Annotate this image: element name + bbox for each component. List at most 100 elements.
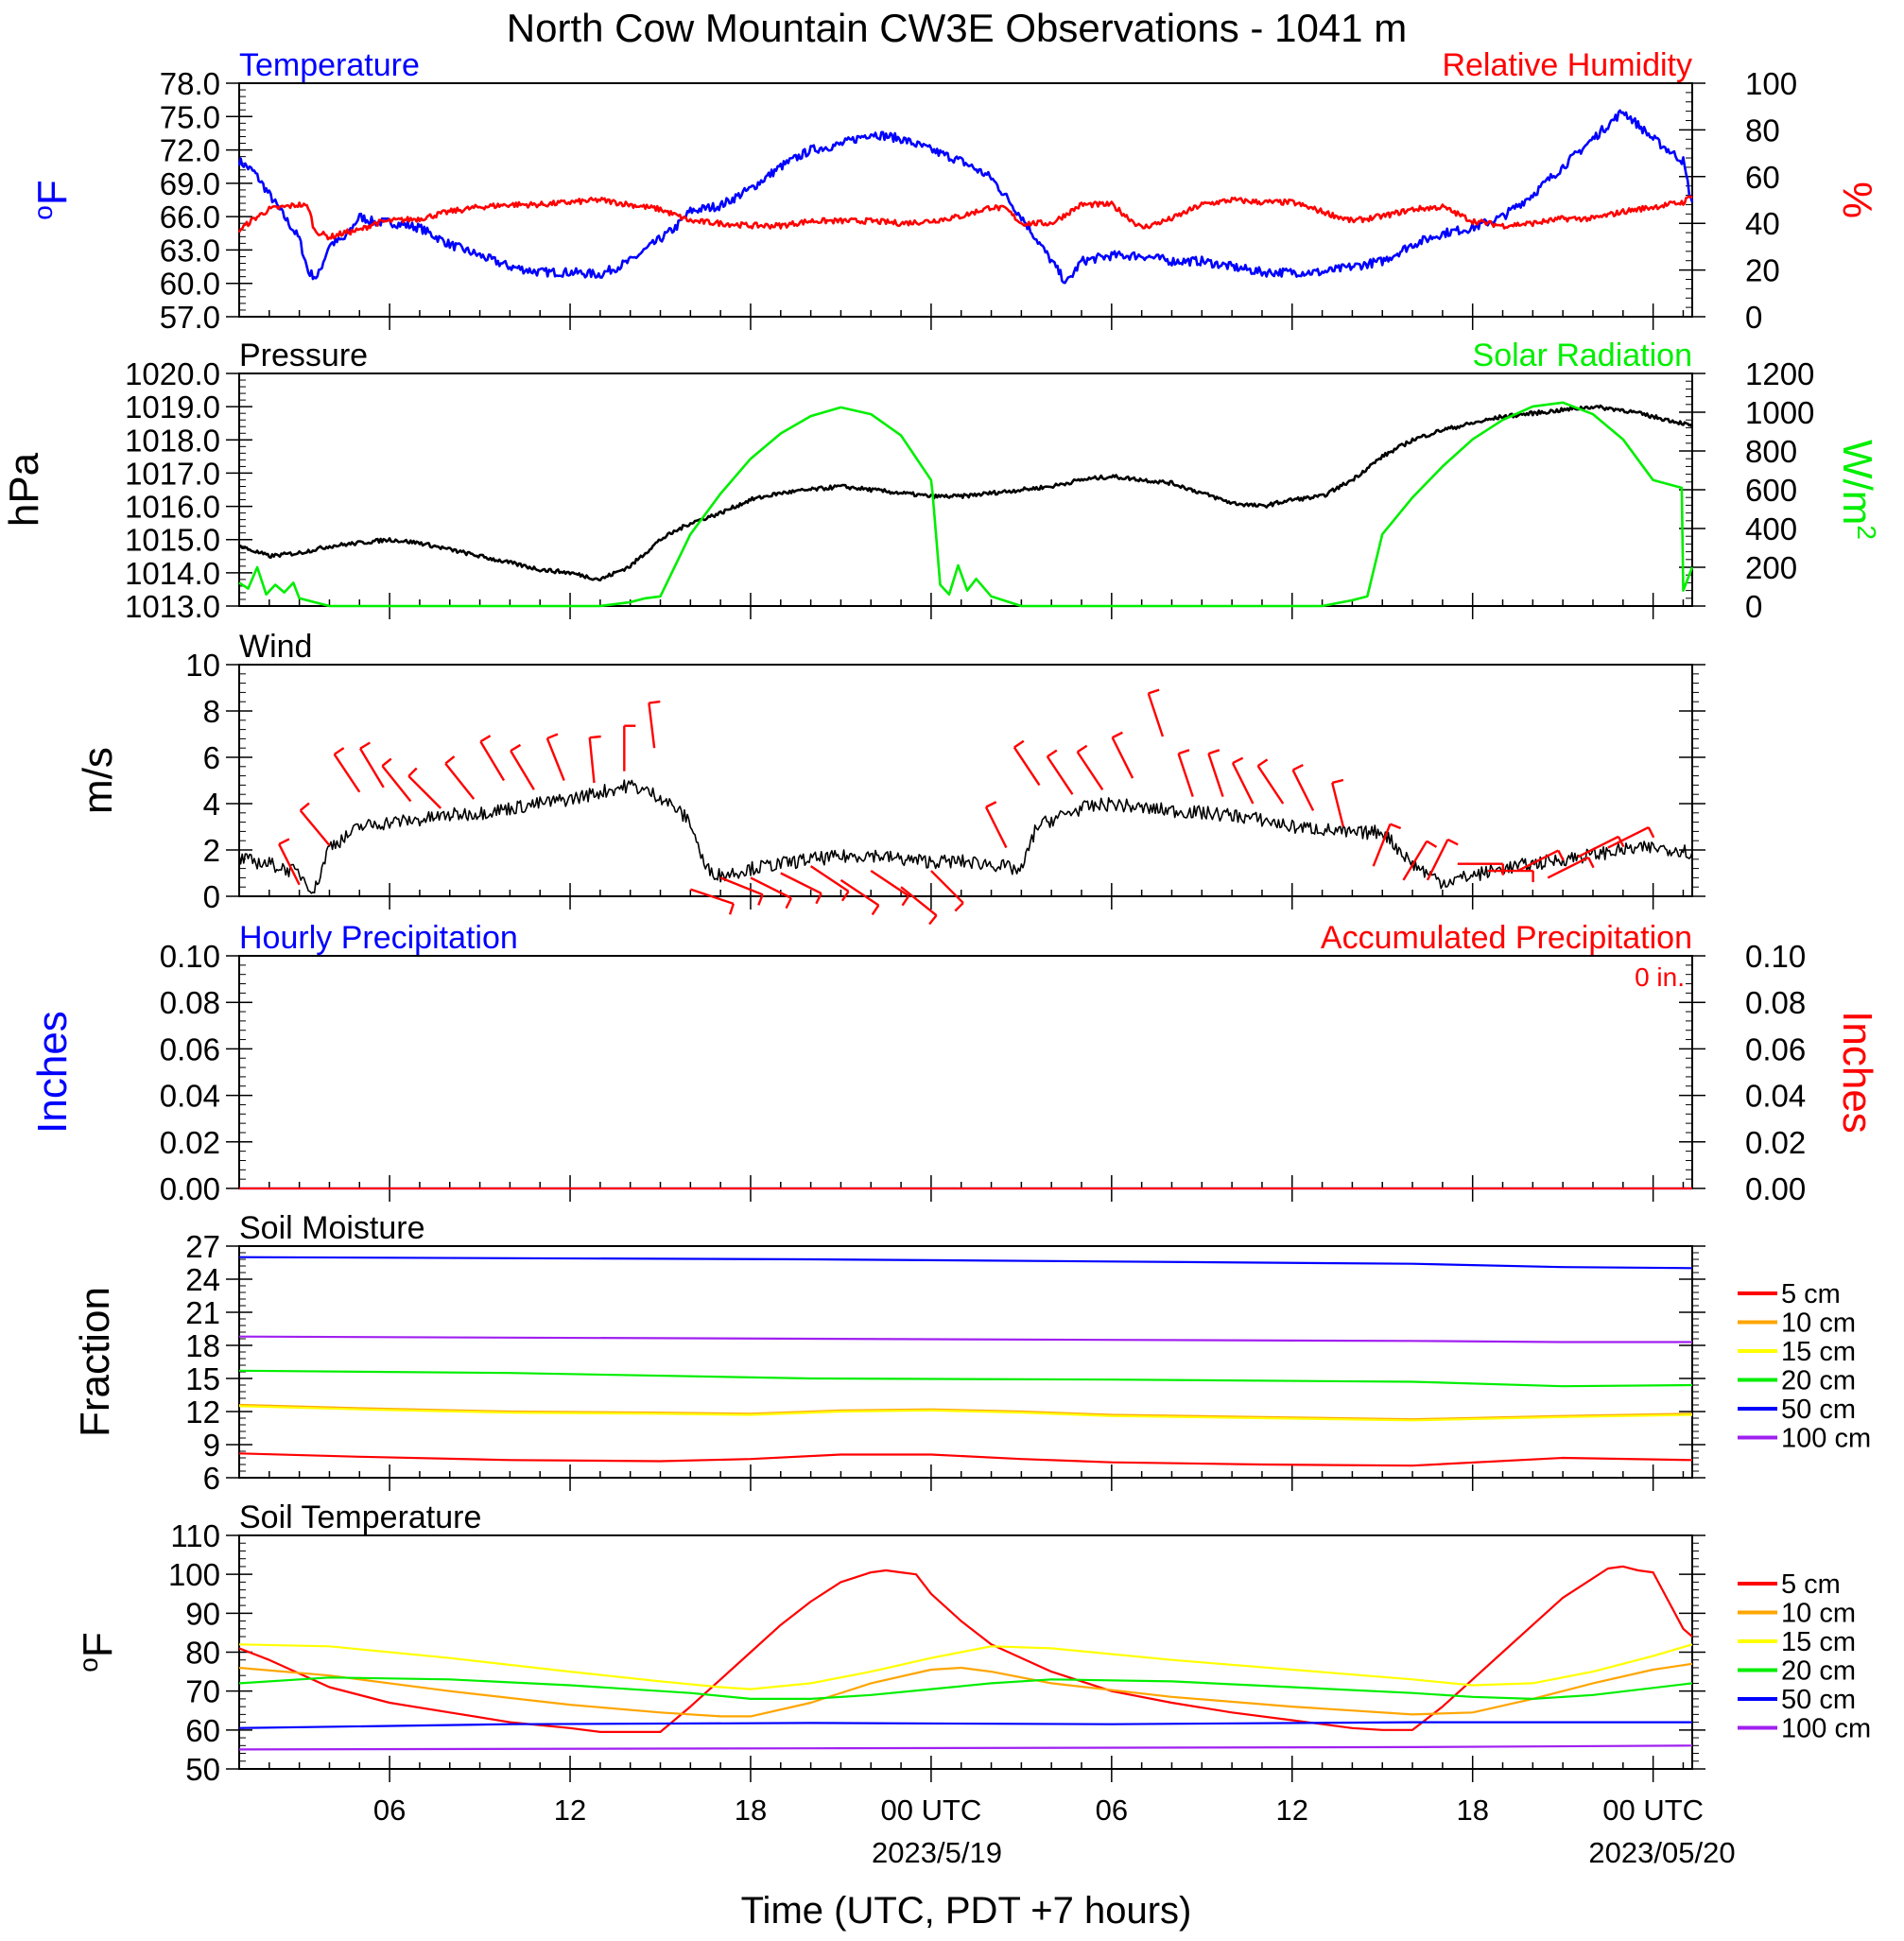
y2-tick-label: 200 — [1745, 550, 1797, 585]
y-tick-label: 6 — [203, 740, 220, 775]
series-line-50-cm — [238, 1256, 1693, 1270]
wind-barb — [1577, 835, 1619, 858]
wind-barb — [407, 775, 442, 809]
wind-barb-flag — [757, 893, 764, 906]
y2-tick-label: 0.00 — [1745, 1171, 1806, 1206]
wind-barb-flag — [444, 755, 456, 765]
y2-tick-label: 800 — [1745, 434, 1797, 469]
wind-barb — [1547, 856, 1589, 879]
wind-barb-flag — [359, 741, 371, 750]
panel-left-title: Temperature — [239, 47, 420, 83]
y2-tick-label: 0 — [1745, 300, 1762, 335]
y-axis-label: oF — [28, 180, 77, 219]
y-tick-label: 72.0 — [160, 133, 220, 168]
y-tick-label: 1018.0 — [125, 423, 220, 458]
x-tick-label: 00 UTC — [1602, 1794, 1704, 1827]
y2-tick-label: 600 — [1745, 473, 1797, 508]
y2-axis-label: % — [1834, 182, 1880, 218]
wind-barb — [1426, 839, 1449, 881]
y2-tick-label: 20 — [1745, 253, 1780, 288]
series-line-5-cm — [238, 1565, 1693, 1734]
y-axis-label: hPa — [1, 452, 47, 527]
y-tick-label: 0.00 — [160, 1171, 220, 1206]
series-line-solar-radiation — [238, 401, 1694, 608]
wind-barb-flag — [785, 897, 792, 910]
y2-tick-label: 0.10 — [1745, 939, 1806, 974]
y2-tick-label: 1000 — [1745, 395, 1814, 430]
panel-precip: 0.00 0.02 0.04 0.06 0.08 0.10 0.00 0.02 0.04 0.06… — [29, 920, 1880, 1206]
wind-barb-flag — [278, 838, 290, 845]
legend-label: 20 cm — [1781, 1366, 1856, 1396]
y-tick-label: 1017.0 — [125, 456, 220, 491]
legend-label: 5 cm — [1781, 1569, 1841, 1600]
legend-label: 5 cm — [1781, 1279, 1841, 1309]
y-tick-label: 21 — [185, 1295, 220, 1330]
panel-right-title: Relative Humidity — [1442, 47, 1692, 83]
y-tick-label: 6 — [203, 1461, 220, 1496]
wind-barb — [359, 748, 385, 789]
y-tick-label: 57.0 — [160, 300, 220, 335]
y2-tick-label: 0.02 — [1745, 1125, 1806, 1160]
wind-barb-flag — [1047, 749, 1058, 758]
wind-barb — [1256, 765, 1285, 805]
y2-tick-label: 400 — [1745, 511, 1797, 546]
chart-panels: 57.060.063.066.069.072.075.078.002040608… — [1, 47, 1882, 1827]
wind-barb-flag — [1446, 838, 1459, 846]
wind-barb-flag — [546, 733, 559, 740]
wind-barb — [588, 737, 596, 784]
y-tick-label: 90 — [185, 1596, 220, 1631]
x-tick-label: 00 UTC — [880, 1794, 981, 1827]
wind-barb-flag — [928, 914, 938, 926]
series-line-10-cm — [238, 1662, 1693, 1718]
wind-barb-flag — [1587, 857, 1595, 869]
wind-barb-flag — [407, 767, 418, 777]
panel-left-title: Soil Moisture — [239, 1210, 425, 1246]
y-tick-label: 1013.0 — [125, 589, 220, 624]
y-tick-label: 24 — [185, 1262, 220, 1297]
wind-barb-flag — [299, 802, 310, 812]
wind-barb-flag — [1112, 731, 1123, 739]
wind-barb — [689, 888, 735, 905]
wind-barb-flag — [1557, 850, 1565, 861]
wind-barb — [444, 762, 476, 800]
wind-barb — [299, 809, 331, 846]
plot-frame — [238, 955, 1693, 1189]
y-tick-label: 12 — [185, 1395, 220, 1430]
y-tick-label: 0.04 — [160, 1079, 220, 1114]
plot-frame — [238, 1245, 1693, 1479]
wind-barb-flag — [1208, 749, 1220, 755]
wind-barb — [648, 702, 656, 749]
wind-barb-flag — [510, 743, 522, 753]
wind-barb-flag — [1148, 688, 1160, 695]
wind-barb — [1076, 751, 1104, 790]
y-tick-label: 10 — [185, 648, 220, 683]
wind-barb — [719, 876, 764, 896]
panel-left-title: Hourly Precipitation — [239, 920, 518, 956]
wind-barb-flag — [1013, 739, 1025, 749]
legend-label: 15 cm — [1781, 1337, 1856, 1367]
panel-pres_solar: 1013.01014.01015.01016.01017.01018.01019… — [1, 338, 1882, 624]
wind-barb-flag — [1647, 826, 1655, 839]
y-tick-label: 0.06 — [160, 1031, 220, 1066]
x-tick-label: 18 — [735, 1794, 767, 1827]
wind-barb-flag — [1076, 744, 1088, 754]
wind-barb — [1331, 782, 1345, 827]
y2-tick-label: 0 — [1745, 589, 1762, 624]
y-tick-label: 1014.0 — [125, 556, 220, 591]
legend-label: 20 cm — [1781, 1656, 1856, 1687]
y-tick-label: 1019.0 — [125, 390, 220, 425]
wind-barb-flag — [840, 891, 850, 902]
y-tick-label: 69.0 — [160, 166, 220, 201]
series-line-relative-humidity — [237, 195, 1693, 241]
y2-tick-label: 1200 — [1745, 356, 1814, 391]
legend-label: 50 cm — [1781, 1685, 1856, 1715]
wind-barb — [1046, 755, 1074, 795]
wind-barb — [809, 865, 850, 893]
wind-barb — [1402, 841, 1428, 881]
y-tick-label: 50 — [185, 1752, 220, 1787]
date-label-2: 2023/05/20 — [1588, 1836, 1735, 1869]
plot-frame — [238, 373, 1693, 607]
legend-label: 100 cm — [1781, 1714, 1871, 1744]
y-axis-label: m/s — [75, 747, 121, 814]
wind-barb — [510, 750, 535, 790]
